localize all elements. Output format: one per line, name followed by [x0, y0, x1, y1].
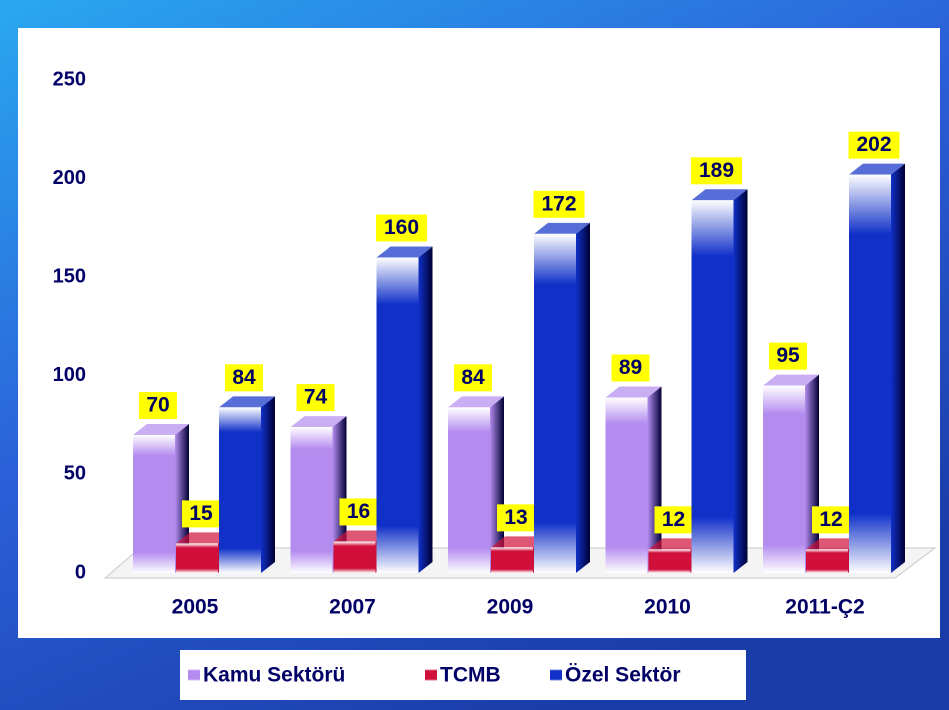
bar-top: [806, 538, 862, 550]
bar-top: [448, 396, 504, 408]
bar: [333, 541, 376, 573]
bar-top: [648, 538, 705, 550]
value-label: 15: [189, 502, 213, 525]
x-tick-label: 2007: [329, 596, 376, 619]
bar-top: [176, 532, 232, 544]
value-label: 16: [347, 500, 370, 523]
bar-side: [175, 423, 189, 573]
value-label: 189: [699, 159, 734, 182]
y-tick-label: 0: [75, 561, 86, 583]
bar: [491, 547, 533, 573]
bar-top: [534, 222, 590, 234]
value-label: 84: [461, 366, 485, 389]
x-tick-label: 2011-Ç2: [785, 596, 864, 619]
value-label: 160: [384, 216, 419, 239]
bar: [806, 549, 848, 573]
bar-top: [763, 374, 819, 386]
value-label-box: [769, 342, 807, 370]
bar-top: [219, 396, 275, 408]
bar: [133, 434, 175, 573]
value-label: 202: [856, 133, 891, 156]
bar-top: [133, 423, 189, 435]
legend-label: Özel Sektör: [565, 664, 681, 687]
value-label-box: [296, 384, 335, 412]
bar-top: [605, 386, 662, 398]
bar: [219, 407, 261, 573]
value-label-box: [454, 364, 492, 392]
value-label: 172: [541, 192, 576, 215]
value-label-box: [611, 354, 650, 382]
bar: [290, 427, 333, 573]
x-tick-label: 2009: [487, 596, 534, 619]
legend-label: Kamu Sektörü: [203, 664, 345, 687]
value-label: 13: [504, 506, 527, 529]
value-label-box: [376, 214, 427, 242]
bar: [849, 174, 891, 573]
bar-top: [491, 536, 547, 548]
bar-side: [576, 222, 590, 574]
bar: [648, 549, 691, 573]
value-label: 12: [662, 508, 685, 531]
value-label-box: [848, 131, 900, 159]
value-label: 74: [304, 386, 328, 409]
bar-top: [290, 416, 347, 428]
y-tick-label: 100: [53, 364, 86, 386]
value-label-box: [139, 391, 177, 419]
bar-side: [332, 416, 347, 573]
bar-top: [691, 189, 748, 201]
bar-top: [333, 530, 390, 542]
y-tick-label: 50: [64, 463, 86, 485]
legend-label: TCMB: [440, 664, 501, 687]
value-label: 12: [819, 508, 842, 531]
bar-side: [418, 246, 433, 574]
value-label-box: [182, 500, 220, 528]
value-label-box: [533, 190, 585, 218]
bar: [691, 200, 734, 574]
bar: [534, 233, 576, 574]
legend-marker: [425, 669, 437, 681]
legend-marker: [188, 669, 200, 681]
value-label-box: [654, 506, 693, 534]
value-label-box: [225, 364, 263, 392]
x-tick-label: 2005: [172, 596, 219, 619]
value-label: 89: [619, 356, 642, 379]
bar-top: [849, 163, 905, 175]
bar-side: [891, 163, 905, 573]
value-label-box: [812, 506, 850, 534]
bar: [605, 397, 648, 573]
bar: [376, 257, 419, 573]
bar: [448, 407, 490, 573]
x-tick-label: 2010: [644, 596, 691, 619]
value-label-box: [497, 504, 535, 532]
bar-top: [376, 246, 433, 258]
value-label-box: [339, 498, 378, 526]
value-label: 84: [232, 366, 256, 389]
y-tick-label: 150: [53, 265, 86, 287]
y-tick-label: 250: [53, 68, 86, 90]
bar: [176, 543, 218, 573]
value-label: 70: [146, 394, 169, 417]
y-tick-label: 200: [53, 167, 86, 189]
value-label-box: [691, 157, 742, 185]
legend-box: [180, 650, 746, 700]
bar-side: [733, 189, 748, 574]
bar: [763, 385, 805, 573]
legend-marker: [550, 669, 562, 681]
value-label: 95: [776, 344, 800, 367]
bar-side: [261, 396, 275, 573]
